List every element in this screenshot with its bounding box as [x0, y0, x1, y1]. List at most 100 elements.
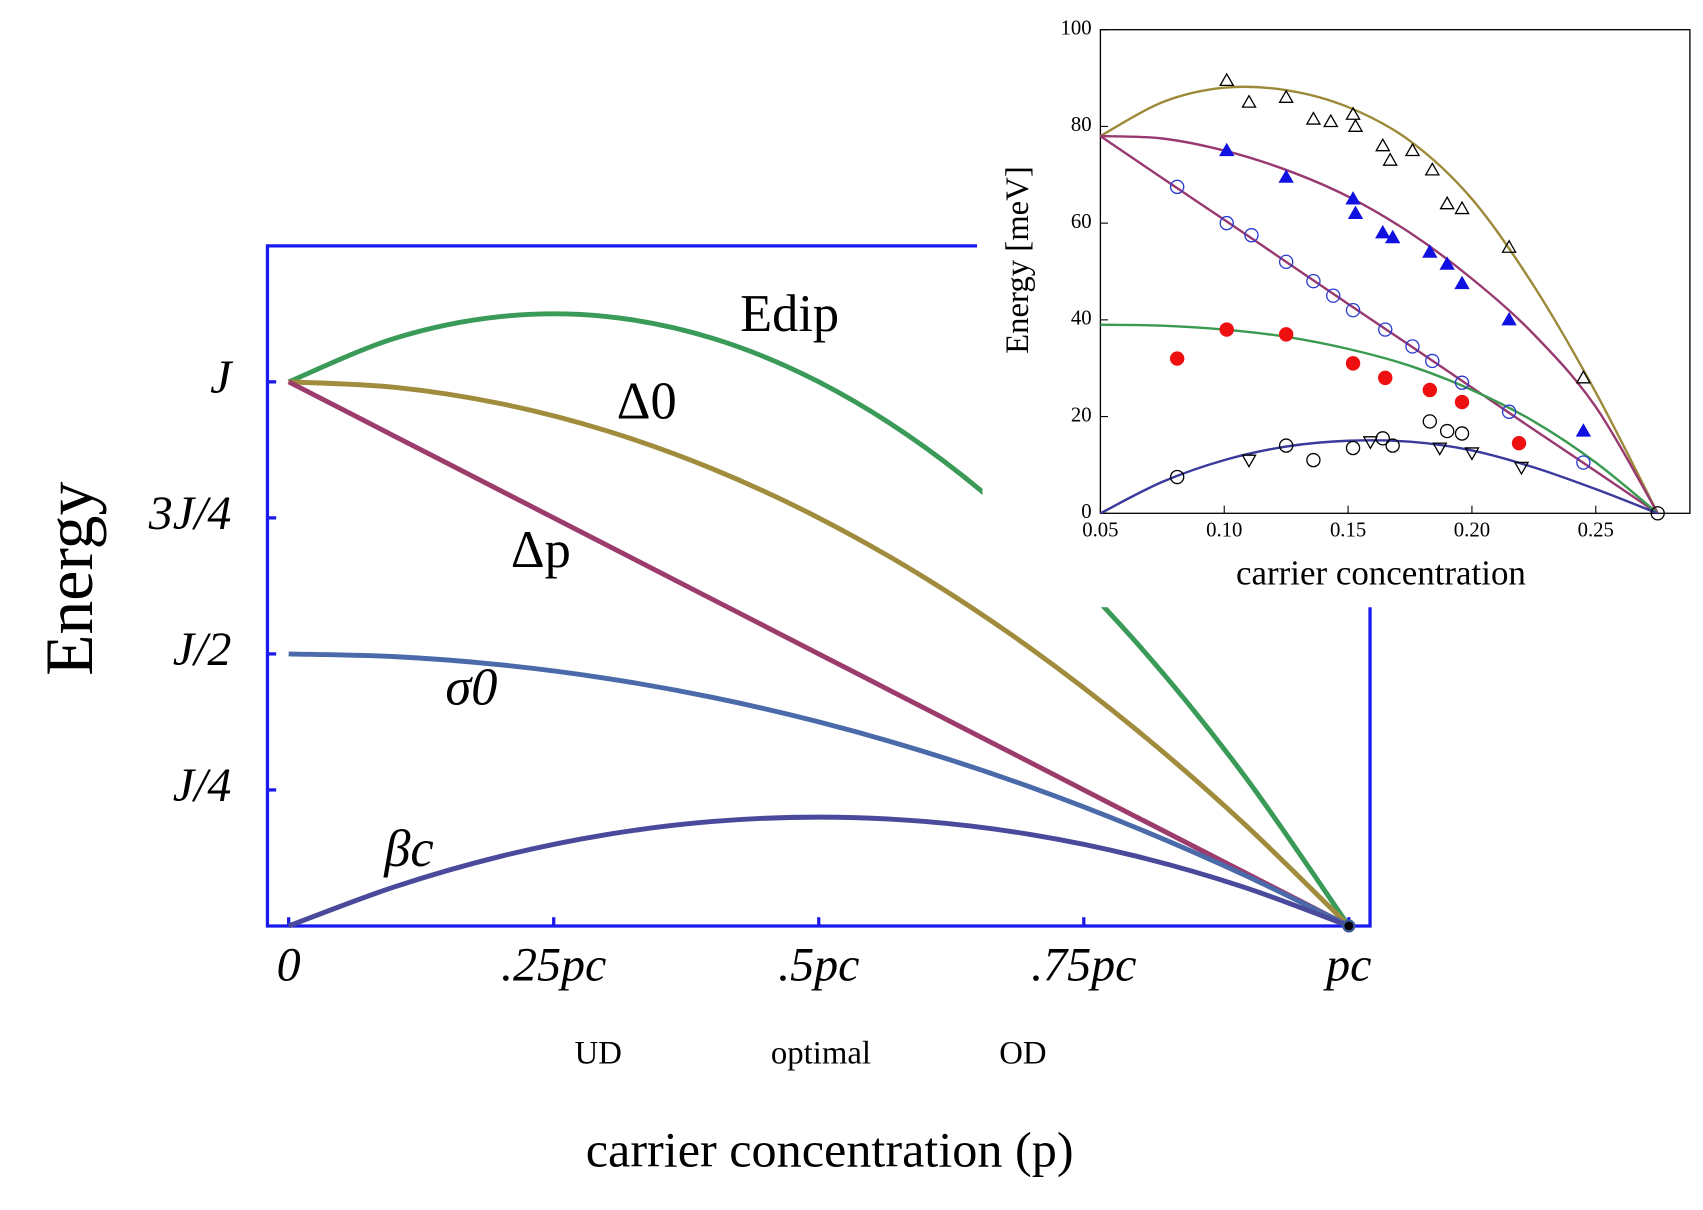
line	[288, 651, 1350, 929]
data-point	[1384, 229, 1401, 244]
data-point	[1576, 455, 1591, 470]
y-tick-label: 80	[1071, 114, 1092, 136]
data-point	[1404, 142, 1421, 157]
y-tick-label: 40	[1071, 308, 1092, 330]
data-point	[1345, 106, 1361, 120]
x-tick-label: 0.20	[1454, 520, 1490, 542]
data-point	[1241, 454, 1257, 468]
data-point	[1305, 111, 1322, 125]
y-tick-label: 60	[1071, 211, 1092, 233]
data-point	[1241, 94, 1257, 108]
data-point	[1323, 113, 1339, 128]
data-point	[1513, 461, 1530, 476]
data-point	[1375, 137, 1391, 152]
data-point	[1382, 152, 1398, 166]
line	[287, 814, 1350, 929]
x-axis-title: carrier concentration	[1236, 554, 1526, 593]
data-point	[1439, 256, 1455, 270]
data-point	[1278, 89, 1294, 103]
data-point	[1169, 469, 1185, 485]
data-point	[1306, 273, 1321, 289]
line	[1100, 134, 1659, 514]
data-point	[1432, 442, 1448, 456]
line	[288, 379, 1351, 928]
line	[287, 311, 1351, 928]
data-point	[1244, 228, 1259, 243]
data-point	[1454, 394, 1470, 410]
x-axis-title: carrier concentration (p)	[586, 1122, 1074, 1178]
data-point	[1347, 118, 1364, 132]
y-tick-label: J	[210, 351, 234, 404]
main-chart: Energy carrier concentration (p) J/4 J/2 3…	[32, 244, 1372, 1178]
x-tick-label: pc	[1323, 939, 1371, 992]
data-point	[1219, 142, 1235, 157]
line	[1099, 439, 1659, 515]
data-point	[1347, 205, 1364, 220]
data-point	[1169, 179, 1185, 195]
data-point	[1326, 288, 1341, 303]
inset-chart: Energy [meV] carrier concentration 0 20 40…	[1000, 17, 1691, 593]
data-point	[1501, 311, 1517, 326]
x-tick-label: .5pc	[778, 939, 859, 992]
data-point	[1278, 169, 1294, 183]
curve-label: Δ0	[617, 372, 677, 430]
data-point	[1345, 356, 1361, 371]
curve-label: βc	[383, 820, 433, 878]
plot-frame	[265, 244, 1372, 928]
curve-label: Δp	[511, 521, 571, 579]
line	[1100, 323, 1659, 515]
y-axis-title: Energy	[32, 482, 107, 676]
plot-frame	[1099, 29, 1691, 514]
data-point	[1345, 302, 1361, 318]
y-tick-label: J/4	[173, 759, 232, 812]
data-point	[1439, 423, 1455, 439]
data-point	[1219, 72, 1235, 87]
data-point	[1278, 438, 1294, 453]
data-point	[1422, 414, 1438, 429]
annotation: OD	[999, 1035, 1046, 1071]
y-tick-label: 0	[1081, 501, 1091, 523]
y-tick-label: J/2	[173, 623, 232, 676]
line	[287, 379, 1350, 929]
data-point	[1378, 370, 1393, 386]
data-point	[1278, 254, 1294, 270]
x-tick-label: .25pc	[501, 939, 606, 992]
curve-label: Edip	[740, 285, 839, 343]
annotation: optimal	[771, 1035, 871, 1071]
data-point	[1385, 438, 1400, 453]
x-tick-label: 0.15	[1330, 520, 1366, 542]
x-tick-label: 0.25	[1578, 520, 1614, 542]
data-point	[1650, 506, 1665, 521]
x-tick-label: 0.05	[1082, 520, 1118, 542]
data-point	[1306, 452, 1321, 468]
y-tick-label: 100	[1061, 17, 1092, 39]
line	[1099, 85, 1659, 514]
x-tick-label: 0.10	[1206, 520, 1242, 542]
data-point	[1464, 447, 1480, 461]
data-point	[1454, 275, 1470, 290]
data-point	[1375, 224, 1391, 239]
data-point	[1501, 239, 1517, 253]
line	[1099, 135, 1659, 515]
data-point	[1278, 327, 1294, 342]
y-tick-label: 20	[1071, 404, 1092, 426]
data-point	[1511, 435, 1527, 451]
data-point	[1345, 440, 1361, 456]
data-point	[1575, 370, 1592, 384]
y-tick-label: 3J/4	[148, 487, 232, 540]
data-point	[1378, 322, 1393, 337]
data-point	[1362, 436, 1379, 450]
endpoint-dot	[1342, 919, 1356, 933]
data-point	[1422, 382, 1438, 398]
data-point	[1425, 353, 1440, 369]
data-point	[1405, 339, 1420, 354]
data-point	[1219, 322, 1234, 337]
inset-background	[982, 0, 1703, 608]
x-tick-label: 0	[277, 939, 301, 992]
data-point	[1454, 200, 1470, 215]
data-point	[1424, 162, 1440, 176]
data-point	[1169, 351, 1185, 366]
data-point	[1501, 404, 1517, 419]
annotation: UD	[575, 1035, 622, 1071]
